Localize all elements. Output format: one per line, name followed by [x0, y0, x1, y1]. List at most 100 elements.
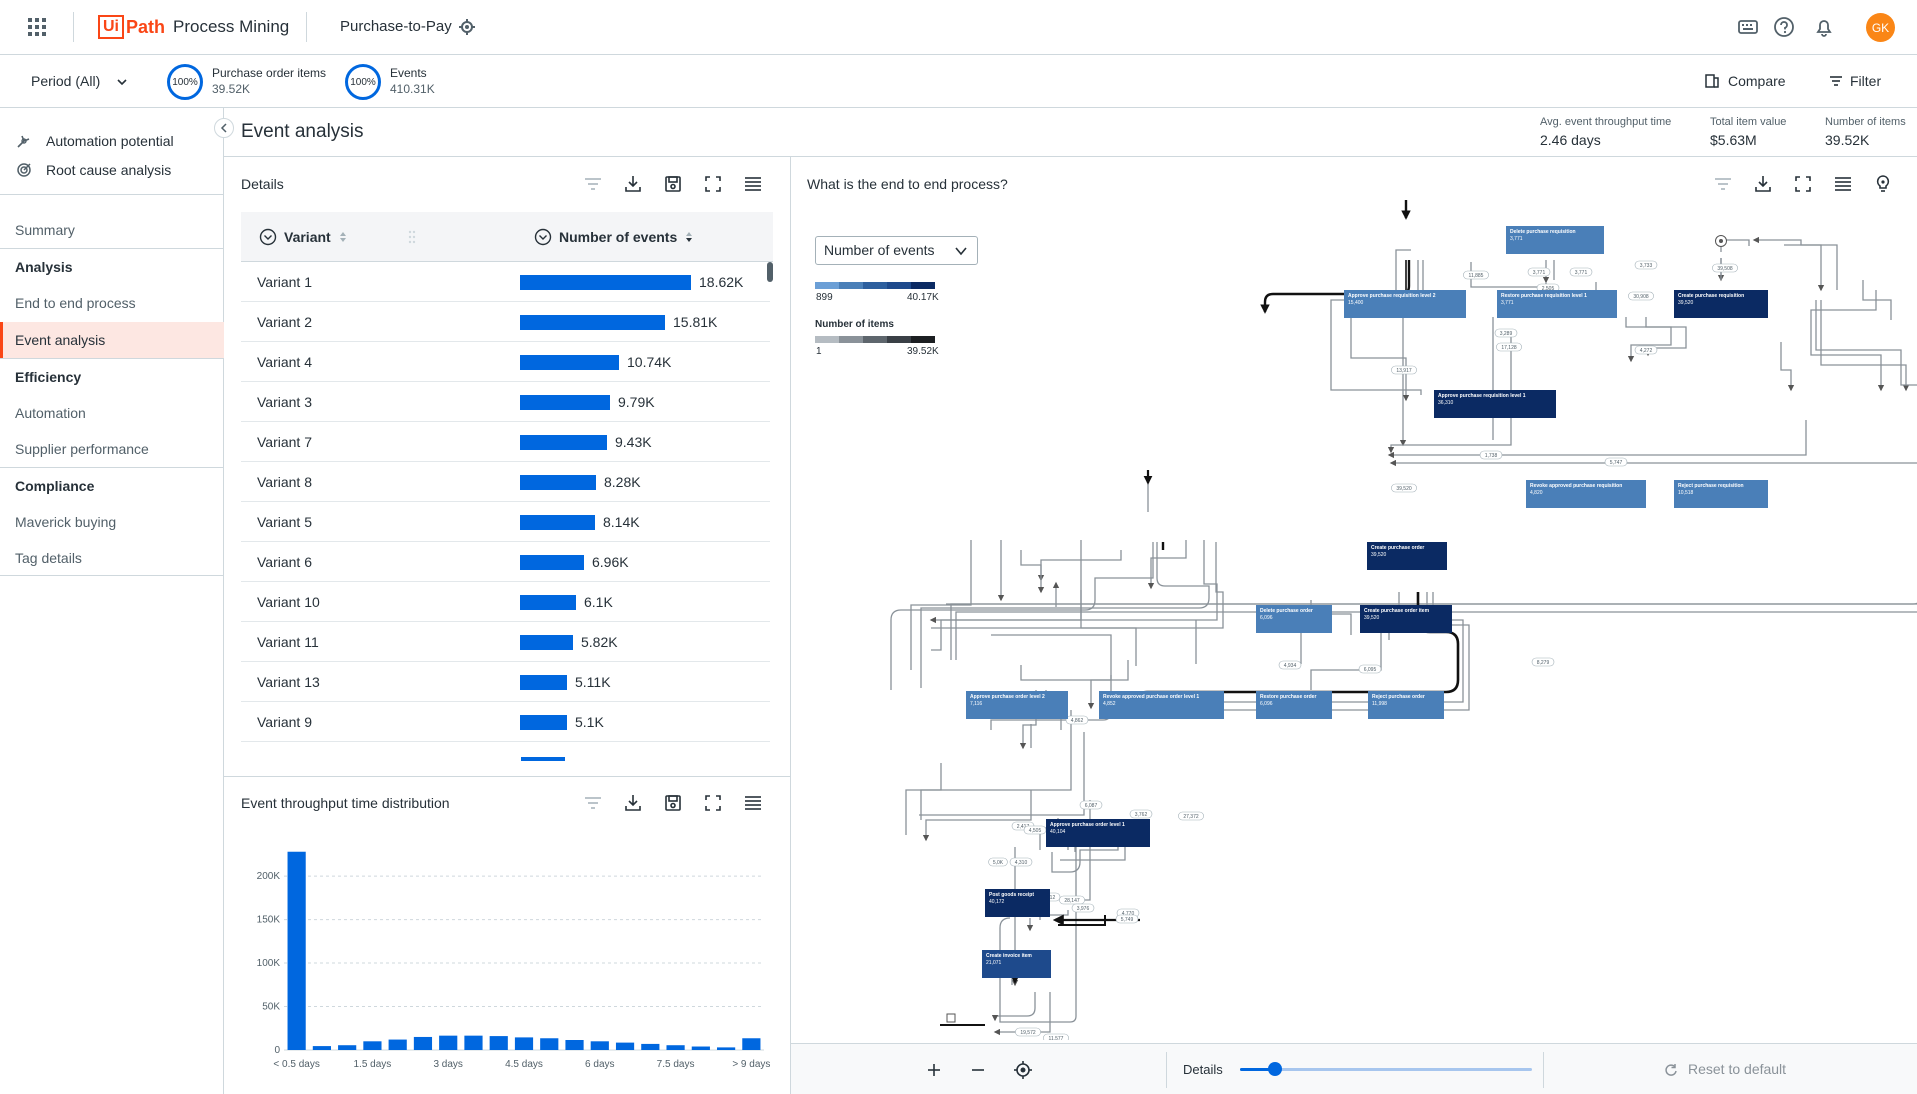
sidebar-item-supplier-performance[interactable]: Supplier performance — [15, 441, 149, 457]
zoom-in-icon[interactable] — [927, 1063, 941, 1077]
histogram-bar[interactable] — [590, 1041, 609, 1050]
table-row[interactable]: Variant 8 8.28K — [241, 462, 770, 502]
save-icon[interactable] — [663, 793, 683, 813]
histogram-bar[interactable] — [565, 1040, 584, 1050]
process-node[interactable]: Revoke approved purchase requisition 4,82… — [1526, 480, 1646, 508]
sidebar-item-event-analysis[interactable]: Event analysis — [0, 322, 224, 358]
fullscreen-icon[interactable] — [1793, 174, 1813, 194]
table-row[interactable]: Variant 13 5.11K — [241, 662, 770, 702]
histogram-bar[interactable] — [742, 1038, 761, 1050]
histogram-bar[interactable] — [489, 1036, 508, 1050]
histogram-bar[interactable] — [514, 1037, 534, 1050]
menu-icon[interactable] — [743, 793, 763, 813]
apps-grid-icon[interactable] — [28, 18, 46, 36]
process-node[interactable]: Create purchase order 39,520 — [1367, 542, 1447, 570]
histogram-bar[interactable] — [312, 1046, 331, 1050]
histogram-bar[interactable] — [666, 1045, 685, 1050]
process-node[interactable]: Post goods receipt 40,172 — [985, 889, 1050, 917]
sidebar-item-automation-potential[interactable]: Automation potential — [16, 133, 174, 149]
compare-button[interactable]: Compare — [1728, 73, 1786, 89]
histogram-bar[interactable] — [388, 1039, 407, 1050]
histogram-bar[interactable] — [363, 1041, 382, 1050]
avatar[interactable]: GK — [1866, 13, 1895, 42]
menu-icon[interactable] — [1833, 174, 1853, 194]
process-node[interactable]: Revoke approved purchase order level 1 4,… — [1099, 691, 1224, 719]
table-row[interactable]: Variant 1 18.62K — [241, 262, 770, 302]
filter-button[interactable]: Filter — [1850, 73, 1882, 89]
uipath-logo[interactable]: Ui Path Process Mining — [98, 13, 289, 41]
save-icon[interactable] — [663, 174, 683, 194]
sidebar-item-end-to-end-process[interactable]: End to end process — [15, 295, 136, 311]
sidebar-item-root-cause-analysis[interactable]: Root cause analysis — [16, 162, 171, 178]
collapse-column-icon[interactable] — [259, 228, 277, 246]
histogram-bar[interactable] — [540, 1038, 559, 1050]
process-node[interactable]: Create purchase order item 39,520 — [1360, 605, 1452, 633]
process-node[interactable]: Delete purchase requisition 3,771 — [1506, 226, 1604, 254]
fullscreen-icon[interactable] — [703, 174, 723, 194]
sidebar-collapse-button[interactable] — [214, 118, 234, 138]
table-row[interactable]: Variant 3 9.79K — [241, 382, 770, 422]
sidebar-item-maverick-buying[interactable]: Maverick buying — [15, 514, 117, 530]
help-icon[interactable] — [1773, 16, 1795, 38]
keyboard-icon[interactable] — [1737, 16, 1759, 38]
sort-desc-icon[interactable] — [685, 231, 693, 243]
filter-icon[interactable] — [583, 174, 603, 194]
table-scrollbar[interactable] — [767, 262, 773, 282]
gear-icon[interactable] — [459, 19, 475, 35]
table-row[interactable]: Variant 9 5.1K — [241, 702, 770, 742]
app-name[interactable]: Purchase-to-Pay — [340, 18, 452, 35]
column-variant[interactable]: Variant — [259, 228, 347, 246]
fullscreen-icon[interactable] — [703, 793, 723, 813]
histogram-bar[interactable] — [641, 1043, 660, 1050]
table-row[interactable]: Variant 6 6.96K — [241, 542, 770, 582]
histogram-bar[interactable] — [439, 1035, 458, 1050]
sidebar-item-automation[interactable]: Automation — [15, 405, 86, 421]
menu-icon[interactable] — [743, 174, 763, 194]
filter-icon[interactable] — [1713, 174, 1733, 194]
sidebar-item-summary[interactable]: Summary — [15, 222, 75, 238]
bell-icon[interactable] — [1813, 16, 1835, 38]
lightbulb-icon[interactable] — [1873, 174, 1893, 194]
column-number-of-events[interactable]: Number of events — [534, 228, 693, 246]
histogram-bar[interactable] — [287, 851, 306, 1050]
sort-icon[interactable] — [339, 231, 347, 243]
download-icon[interactable] — [623, 174, 643, 194]
process-node[interactable]: Create purchase requisition 39,520 — [1674, 290, 1768, 318]
period-selector[interactable]: Period (All) — [31, 73, 101, 89]
reset-to-default-button[interactable]: Reset to default — [1688, 1061, 1787, 1077]
metric-select[interactable]: Number of events — [815, 236, 978, 265]
process-node[interactable]: Approve purchase order level 2 7,116 — [966, 691, 1068, 719]
details-slider-track[interactable] — [1240, 1062, 1532, 1076]
process-node[interactable]: Reject purchase requisition 10,518 — [1674, 480, 1768, 508]
details-slider-thumb[interactable] — [1268, 1062, 1283, 1076]
filter-icon[interactable] — [583, 793, 603, 813]
table-row[interactable]: Variant 7 9.43K — [241, 422, 770, 462]
process-node[interactable]: Approve purchase order level 1 40,104 — [1046, 819, 1150, 847]
download-icon[interactable] — [623, 793, 643, 813]
download-icon[interactable] — [1753, 174, 1773, 194]
histogram-bar[interactable] — [615, 1042, 635, 1050]
recenter-icon[interactable] — [1014, 1061, 1032, 1079]
histogram-bar[interactable] — [717, 1047, 736, 1050]
process-node[interactable]: Delete purchase order 6,096 — [1256, 605, 1332, 633]
table-row[interactable]: Variant 2 15.81K — [241, 302, 770, 342]
histogram-bar[interactable] — [691, 1046, 710, 1050]
process-node[interactable]: Reject purchase order 11,998 — [1368, 691, 1444, 719]
table-row[interactable]: Variant 5 8.14K — [241, 502, 770, 542]
histogram-bar[interactable] — [338, 1045, 357, 1050]
process-node[interactable]: Create invoice item 21,071 — [982, 950, 1051, 978]
collapse-column-icon[interactable] — [534, 228, 552, 246]
compare-icon[interactable] — [1704, 73, 1720, 89]
process-node[interactable]: Restore purchase order 6,096 — [1256, 691, 1332, 719]
table-row[interactable]: Variant 10 6.1K — [241, 582, 770, 622]
sidebar-item-tag-details[interactable]: Tag details — [15, 550, 82, 566]
table-row[interactable]: Variant 4 10.74K — [241, 342, 770, 382]
filter-icon[interactable] — [1829, 74, 1843, 88]
process-node[interactable]: Approve purchase requisition level 1 36,3… — [1434, 390, 1556, 418]
zoom-out-icon[interactable] — [971, 1063, 985, 1077]
process-node[interactable]: Approve purchase requisition level 2 15,4… — [1344, 290, 1466, 318]
chevron-down-icon[interactable] — [116, 76, 128, 88]
process-node[interactable]: Restore purchase requisition level 1 3,77… — [1497, 290, 1617, 318]
drag-handle-icon[interactable] — [407, 230, 417, 244]
histogram-bar[interactable] — [464, 1035, 483, 1050]
